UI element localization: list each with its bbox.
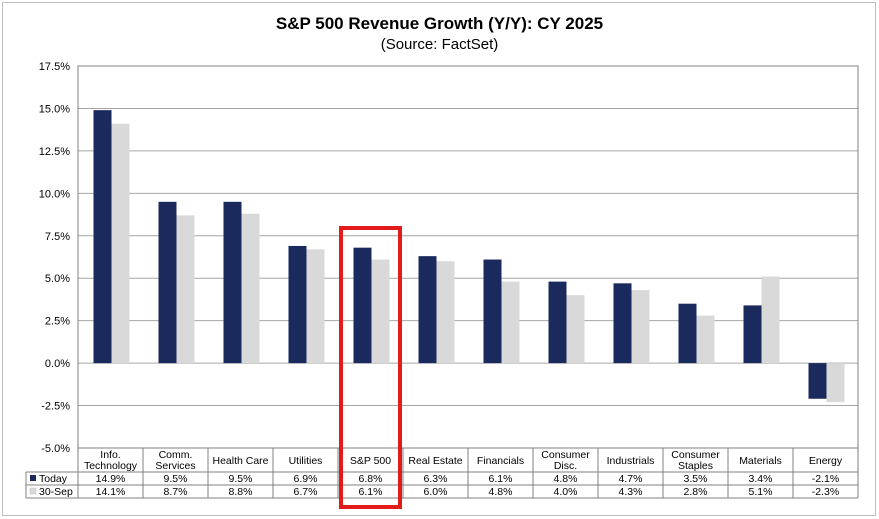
- data-label: 5.1%: [749, 486, 773, 498]
- bar-today: [483, 259, 502, 364]
- category-label: Energy: [809, 455, 843, 467]
- bar-30-sep: [436, 261, 455, 364]
- y-tick-label: 17.5%: [39, 61, 70, 73]
- data-label: 4.0%: [554, 486, 578, 498]
- category-label: Health Care: [212, 455, 268, 467]
- bar-today: [288, 245, 307, 364]
- legend-swatch: [29, 487, 37, 495]
- chart-title: S&P 500 Revenue Growth (Y/Y): CY 2025: [275, 14, 604, 33]
- bar-30-sep: [306, 249, 325, 364]
- legend-label: 30-Sep: [39, 486, 73, 498]
- data-label: -2.3%: [812, 486, 839, 498]
- category-label: Consumer Disc.: [541, 449, 590, 472]
- data-label: 4.8%: [489, 486, 513, 498]
- category-label: Info. Technology: [84, 449, 138, 472]
- bar-30-sep: [371, 259, 390, 364]
- data-label: 6.0%: [424, 486, 448, 498]
- y-tick-label: 7.5%: [45, 231, 70, 243]
- bar-30-sep: [631, 290, 650, 364]
- bar-30-sep: [696, 315, 715, 364]
- bar-30-sep: [761, 276, 780, 364]
- bar-today: [678, 303, 697, 364]
- category-label: Utilities: [289, 455, 323, 467]
- chart-subtitle: (Source: FactSet): [380, 36, 499, 53]
- y-tick-label: -2.5%: [41, 401, 70, 413]
- data-label: 9.5%: [164, 473, 188, 485]
- category-label: Financials: [477, 455, 524, 467]
- bar-today: [93, 110, 112, 364]
- data-label: -2.1%: [812, 473, 839, 485]
- data-label: 6.1%: [489, 473, 513, 485]
- y-tick-label: 2.5%: [45, 316, 70, 328]
- highlight-box: [339, 226, 402, 509]
- data-label: 2.8%: [684, 486, 708, 498]
- bar-30-sep: [501, 281, 520, 364]
- legend-label: Today: [39, 473, 68, 485]
- data-label: 6.7%: [294, 486, 318, 498]
- bar-today: [223, 201, 242, 364]
- data-label: 6.3%: [424, 473, 448, 485]
- bar-30-sep: [566, 295, 585, 364]
- bar-today: [808, 363, 827, 399]
- y-tick-label: 0.0%: [45, 358, 70, 370]
- data-label: 4.7%: [619, 473, 643, 485]
- bar-today: [613, 283, 632, 364]
- data-label: 14.9%: [96, 473, 126, 485]
- y-tick-label: -5.0%: [41, 443, 70, 455]
- bar-30-sep: [241, 213, 260, 364]
- data-label: 6.1%: [359, 486, 383, 498]
- y-tick-label: 10.0%: [39, 188, 70, 200]
- data-label: 14.1%: [96, 486, 126, 498]
- bar-today: [353, 247, 372, 364]
- bar-today: [418, 256, 437, 364]
- bar-30-sep: [176, 215, 195, 364]
- y-tick-label: 5.0%: [45, 273, 70, 285]
- y-tick-label: 12.5%: [39, 146, 70, 158]
- data-label: 8.8%: [229, 486, 253, 498]
- y-tick-label: 15.0%: [39, 103, 70, 115]
- data-label: 8.7%: [164, 486, 188, 498]
- category-label: Industrials: [607, 455, 655, 467]
- bar-today: [548, 281, 567, 364]
- plot-area: [77, 65, 859, 449]
- category-label: S&P 500: [350, 455, 391, 467]
- data-label: 6.8%: [359, 473, 383, 485]
- data-label: 3.5%: [684, 473, 708, 485]
- bar-today: [743, 305, 762, 364]
- data-label: 9.5%: [229, 473, 253, 485]
- category-label: Real Estate: [408, 455, 462, 467]
- bar-30-sep: [826, 363, 845, 403]
- legend-swatch: [30, 475, 36, 481]
- data-label: 6.9%: [294, 473, 318, 485]
- bar-today: [158, 201, 177, 364]
- category-label: Materials: [739, 455, 782, 467]
- category-label: Comm. Services: [155, 449, 195, 472]
- data-label: 4.8%: [554, 473, 578, 485]
- category-label: Consumer Staples: [671, 449, 720, 472]
- bar-30-sep: [111, 123, 130, 364]
- data-label: 4.3%: [619, 486, 643, 498]
- data-label: 3.4%: [749, 473, 773, 485]
